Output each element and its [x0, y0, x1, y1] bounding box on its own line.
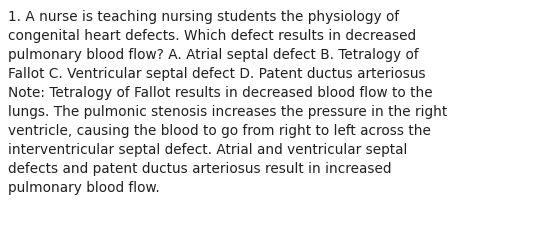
Text: 1. A nurse is teaching nursing students the physiology of
congenital heart defec: 1. A nurse is teaching nursing students …	[8, 10, 448, 194]
